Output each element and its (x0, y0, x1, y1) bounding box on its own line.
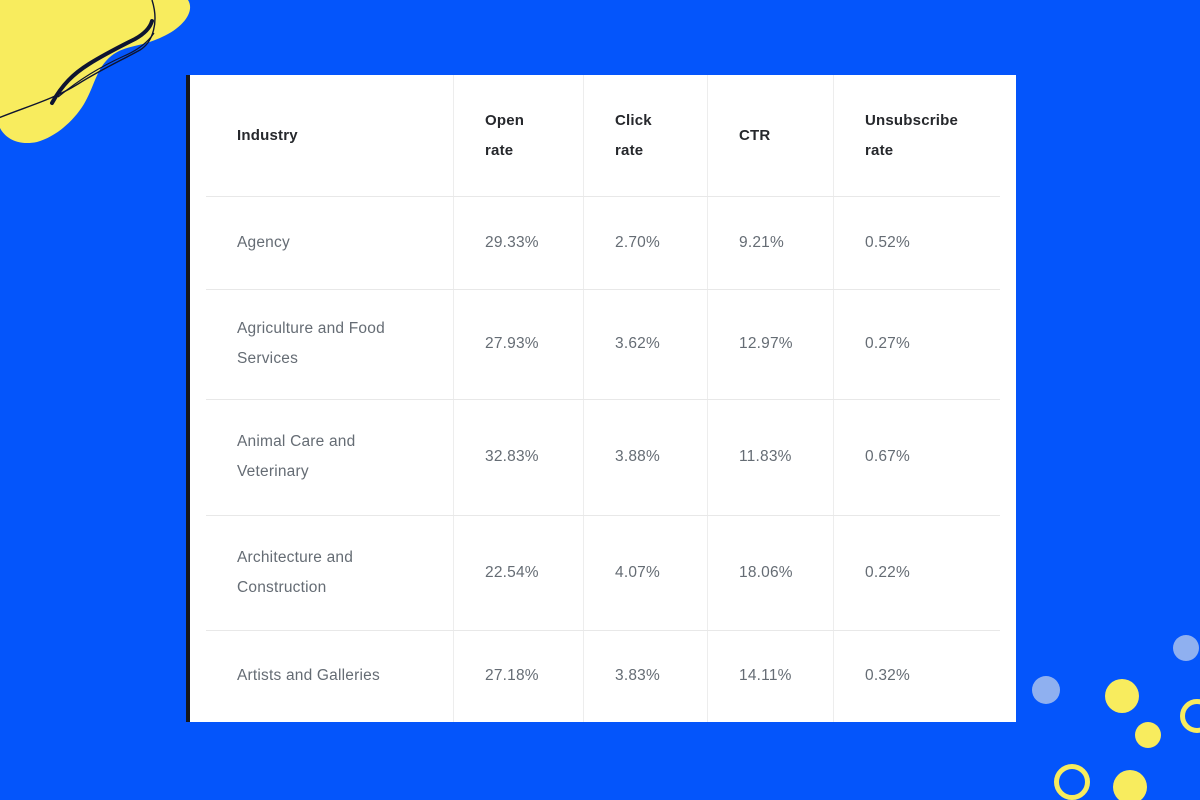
row-divider (206, 515, 1000, 516)
table-cell-open-rate: 27.93% (485, 335, 539, 352)
table-cell-unsubscribe-rate: 0.22% (865, 563, 910, 581)
yellow-circle-decoration (1105, 679, 1139, 713)
column-divider (707, 75, 708, 722)
table-row-industry: Agency (237, 233, 290, 251)
table-cell-ctr: 12.97% (739, 335, 793, 352)
table-row-industry: Architecture and Construction (237, 548, 354, 596)
row-divider (206, 399, 1000, 400)
table-cell-unsubscribe-rate: 0.67% (865, 448, 910, 465)
column-header-industry: Industry (237, 126, 298, 144)
table-cell-click-rate: 3.83% (615, 667, 660, 684)
yellow-blob-shape (0, 0, 191, 144)
table-cell-ctr: 9.21% (739, 233, 784, 251)
column-divider (583, 75, 584, 722)
benchmark-table-card: Industry Open rate Click rate CTR Unsubs… (186, 75, 1016, 722)
table-cell-click-rate: 3.88% (615, 448, 660, 465)
table-cell-open-rate: 29.33% (485, 233, 539, 251)
row-divider (206, 289, 1000, 290)
column-header-unsubscribe-rate: Unsubscribe rate (865, 111, 959, 159)
column-divider (833, 75, 834, 722)
table-cell-open-rate: 32.83% (485, 448, 539, 465)
row-divider (206, 196, 1000, 197)
table-cell-ctr: 11.83% (739, 448, 792, 465)
table-row-industry: Agriculture and Food Services (237, 320, 385, 367)
squiggle-line-thin (0, 0, 156, 119)
table-cell-click-rate: 2.70% (615, 233, 660, 251)
column-header-ctr: CTR (739, 126, 771, 144)
table-cell-ctr: 14.11% (739, 667, 792, 684)
yellow-ring-decoration (1180, 699, 1200, 733)
table-cell-ctr: 18.06% (739, 563, 793, 581)
benchmark-table: Industry Open rate Click rate CTR Unsubs… (190, 75, 1016, 722)
periwinkle-circle-decoration (1173, 635, 1199, 661)
yellow-circle-decoration (1113, 770, 1147, 800)
table-cell-unsubscribe-rate: 0.27% (865, 335, 910, 352)
squiggle-line-return (57, 32, 155, 98)
table-cell-unsubscribe-rate: 0.32% (865, 667, 910, 684)
yellow-ring-decoration (1054, 764, 1090, 800)
squiggle-line-thick (50, 19, 154, 105)
row-divider (206, 630, 1000, 631)
table-cell-click-rate: 4.07% (615, 563, 660, 581)
column-header-open-rate: Open rate (485, 111, 525, 159)
table-row-industry: Animal Care and Veterinary (237, 433, 356, 480)
column-divider (453, 75, 454, 722)
table-cell-click-rate: 3.62% (615, 335, 660, 352)
table-cell-unsubscribe-rate: 0.52% (865, 233, 910, 251)
table-row-industry: Artists and Galleries (237, 667, 380, 684)
table-cell-open-rate: 22.54% (485, 563, 539, 581)
yellow-circle-decoration (1135, 722, 1161, 748)
table-cell-open-rate: 27.18% (485, 667, 539, 684)
periwinkle-circle-decoration (1032, 676, 1060, 704)
column-header-click-rate: Click rate (615, 111, 652, 159)
